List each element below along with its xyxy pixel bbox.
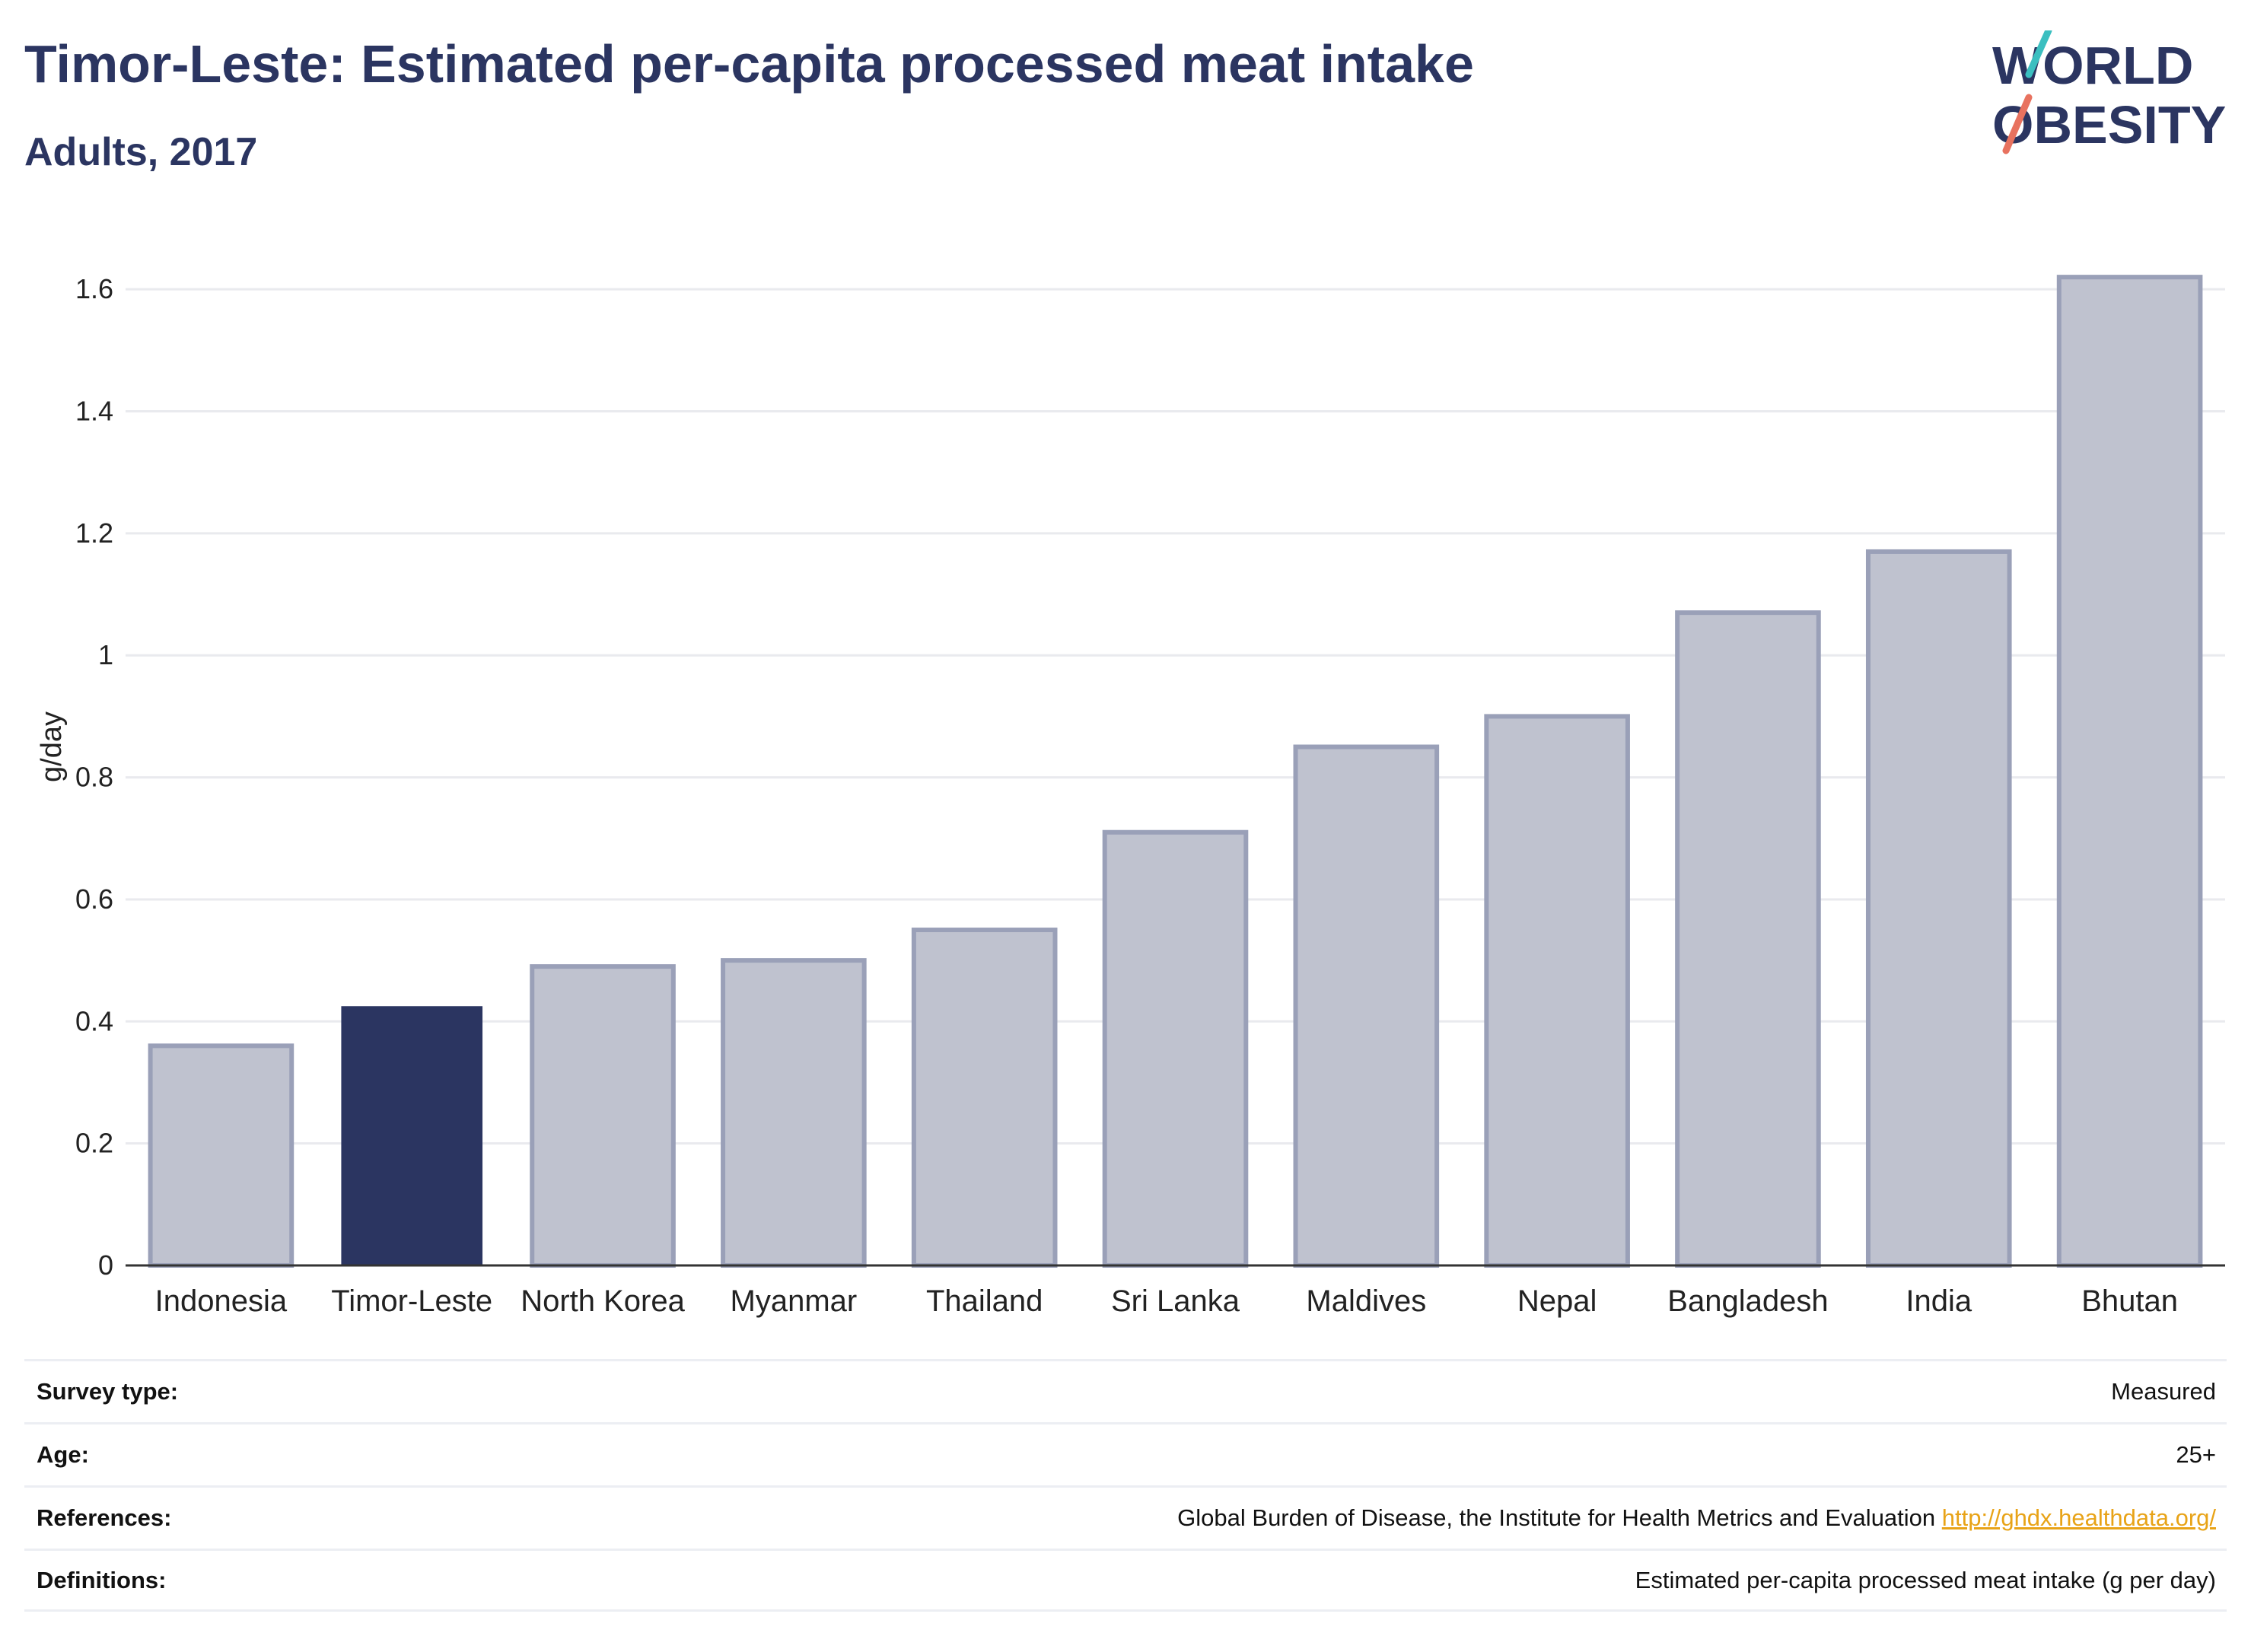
info-value: 25+ <box>2176 1441 2216 1468</box>
info-row-references: References: Global Burden of Disease, th… <box>24 1485 2227 1549</box>
y-tick-label: 0.2 <box>75 1128 113 1159</box>
y-tick-label: 1.2 <box>75 517 113 549</box>
logo-slash-bottom <box>2002 94 2033 154</box>
x-tick-label: Maldives <box>1306 1284 1426 1318</box>
x-tick-label: Timor-Leste <box>331 1284 492 1318</box>
y-tick-label: 1.6 <box>75 273 113 304</box>
bar <box>721 958 867 1268</box>
bar <box>148 1043 295 1268</box>
x-tick-label: Myanmar <box>731 1284 858 1318</box>
info-row-age: Age: 25+ <box>24 1422 2227 1485</box>
world-obesity-logo: WORLD OBESITY <box>1979 27 2237 167</box>
reference-text: Global Burden of Disease, the Institute … <box>1177 1504 1936 1531</box>
y-tick-label: 0.8 <box>75 762 113 793</box>
bar-chart: 0 0.2 0.4 0.6 0.8 1 1.2 1.4 1.6 g/day Indonesia Tim… <box>36 273 2225 1318</box>
y-tick-label: 1.4 <box>75 396 113 427</box>
info-table: Survey type: Measured Age: 25+ Reference… <box>24 1359 2227 1612</box>
logo-slash-top <box>2025 27 2052 78</box>
info-label: Age: <box>37 1441 89 1468</box>
bar <box>2056 275 2203 1268</box>
bar <box>911 928 1058 1268</box>
info-value-references: Global Burden of Disease, the Institute … <box>1177 1504 2227 1532</box>
bar <box>1865 549 2012 1268</box>
info-value: Estimated per-capita processed meat inta… <box>1635 1566 2216 1593</box>
bar <box>530 964 676 1268</box>
x-tick-label: Thailand <box>926 1284 1043 1318</box>
chart-subtitle: Adults, 2017 <box>24 130 258 174</box>
info-label: Survey type: <box>37 1378 179 1405</box>
y-axis-label: g/day <box>36 711 68 782</box>
x-tick-label: Indonesia <box>155 1284 288 1318</box>
bar <box>1484 714 1630 1268</box>
y-tick-label: 1 <box>98 639 113 670</box>
x-tick-label: India <box>1906 1284 1972 1318</box>
y-tick-label: 0 <box>98 1249 113 1281</box>
info-label: References: <box>37 1504 172 1531</box>
bar <box>1293 744 1440 1268</box>
bar <box>1102 829 1249 1268</box>
x-tick-label: Sri Lanka <box>1111 1284 1240 1318</box>
logo-graphic: WORLD OBESITY <box>1992 27 2226 154</box>
y-tick-label: 0.6 <box>75 883 113 915</box>
info-row-survey-type: Survey type: Measured <box>24 1359 2227 1422</box>
info-value: Measured <box>2111 1378 2216 1405</box>
x-tick-label: Bhutan <box>2081 1284 2178 1318</box>
x-tick-label: Nepal <box>1517 1284 1597 1318</box>
x-tick-label: North Korea <box>521 1284 685 1318</box>
bar <box>1675 610 1821 1268</box>
chart-title: Timor-Leste: Estimated per-capita proces… <box>24 34 1474 94</box>
logo-text-obesity: OBESITY <box>1992 95 2226 154</box>
info-label: Definitions: <box>37 1566 167 1593</box>
info-row-definitions: Definitions: Estimated per-capita proces… <box>24 1549 2227 1612</box>
bar-highlight <box>341 1006 483 1265</box>
x-tick-label: Bangladesh <box>1667 1284 1828 1318</box>
logo-text-world: WORLD <box>1992 36 2193 95</box>
y-tick-label: 0.4 <box>75 1005 113 1036</box>
reference-link[interactable]: http://ghdx.healthdata.org/ <box>1941 1504 2216 1531</box>
